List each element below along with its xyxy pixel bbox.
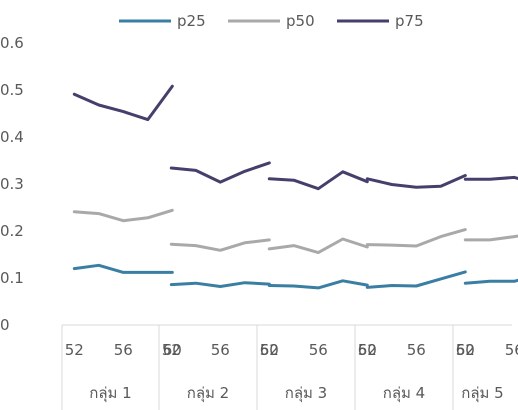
x-tick-label: 52	[260, 341, 279, 359]
group-label: กลุ่ม 4	[383, 384, 425, 403]
series-line-p25-group-5	[463, 278, 518, 285]
series-line-p50-group-3	[267, 237, 369, 255]
y-tick-label: 0.4	[0, 128, 24, 146]
series-line-p25-group-3	[267, 279, 369, 290]
x-tick-label: 56	[407, 341, 426, 359]
x-tick-label: 56	[211, 341, 230, 359]
x-tick-label: 52	[162, 341, 181, 359]
series-line-p75-group-5	[463, 175, 518, 181]
x-tick-label: 56	[309, 341, 328, 359]
series-line-p50-group-2	[169, 238, 271, 252]
series-line-p50-group-4	[365, 228, 467, 248]
y-tick-label: 0.5	[0, 81, 24, 99]
series-line-p75-group-4	[365, 174, 467, 189]
series-line-p75-group-2	[169, 161, 271, 184]
y-tick-label: 0.1	[0, 269, 24, 287]
x-tick-label: 52	[358, 341, 377, 359]
group-label: กลุ่ม 2	[187, 384, 229, 403]
y-tick-label: 0.2	[0, 222, 24, 240]
x-tick-label: 60	[163, 341, 182, 359]
y-tick-label: 0.3	[0, 175, 24, 193]
series-line-p50-group-5	[463, 234, 518, 242]
x-tick-label: 60	[456, 341, 475, 359]
y-tick-label: 0	[0, 316, 10, 334]
x-tick-label: 56	[505, 341, 518, 359]
series-line-p50-group-1	[72, 208, 174, 223]
group-label: กลุ่ม 3	[285, 384, 327, 403]
series-layer	[72, 84, 518, 290]
series-line-p25-group-2	[169, 281, 271, 288]
legend-label-p75: p75	[395, 12, 424, 30]
x-tick-label: 56	[114, 341, 133, 359]
legend-label-p25: p25	[177, 12, 206, 30]
legend: p25 p50 p75	[119, 12, 424, 30]
group-label: กลุ่ม 5	[461, 384, 503, 403]
legend-label-p50: p50	[286, 12, 315, 30]
x-tick-label: 52	[65, 341, 84, 359]
series-line-p25-group-4	[365, 270, 467, 289]
series-line-p75-group-3	[267, 170, 369, 191]
axis-layer: 0 0.1 0.2 0.3 0.4 0.5 0.6 52 56 60 กลุ่ม 1 52 56 60 กล…	[0, 34, 518, 410]
series-line-p75-group-1	[72, 84, 174, 122]
y-tick-label: 0.6	[0, 34, 24, 52]
x-tick-label: 60	[260, 341, 279, 359]
series-line-p25-group-1	[72, 263, 174, 274]
x-tick-label: 60	[358, 341, 377, 359]
x-tick-label: 52	[456, 341, 475, 359]
group-label: กลุ่ม 1	[89, 384, 131, 403]
